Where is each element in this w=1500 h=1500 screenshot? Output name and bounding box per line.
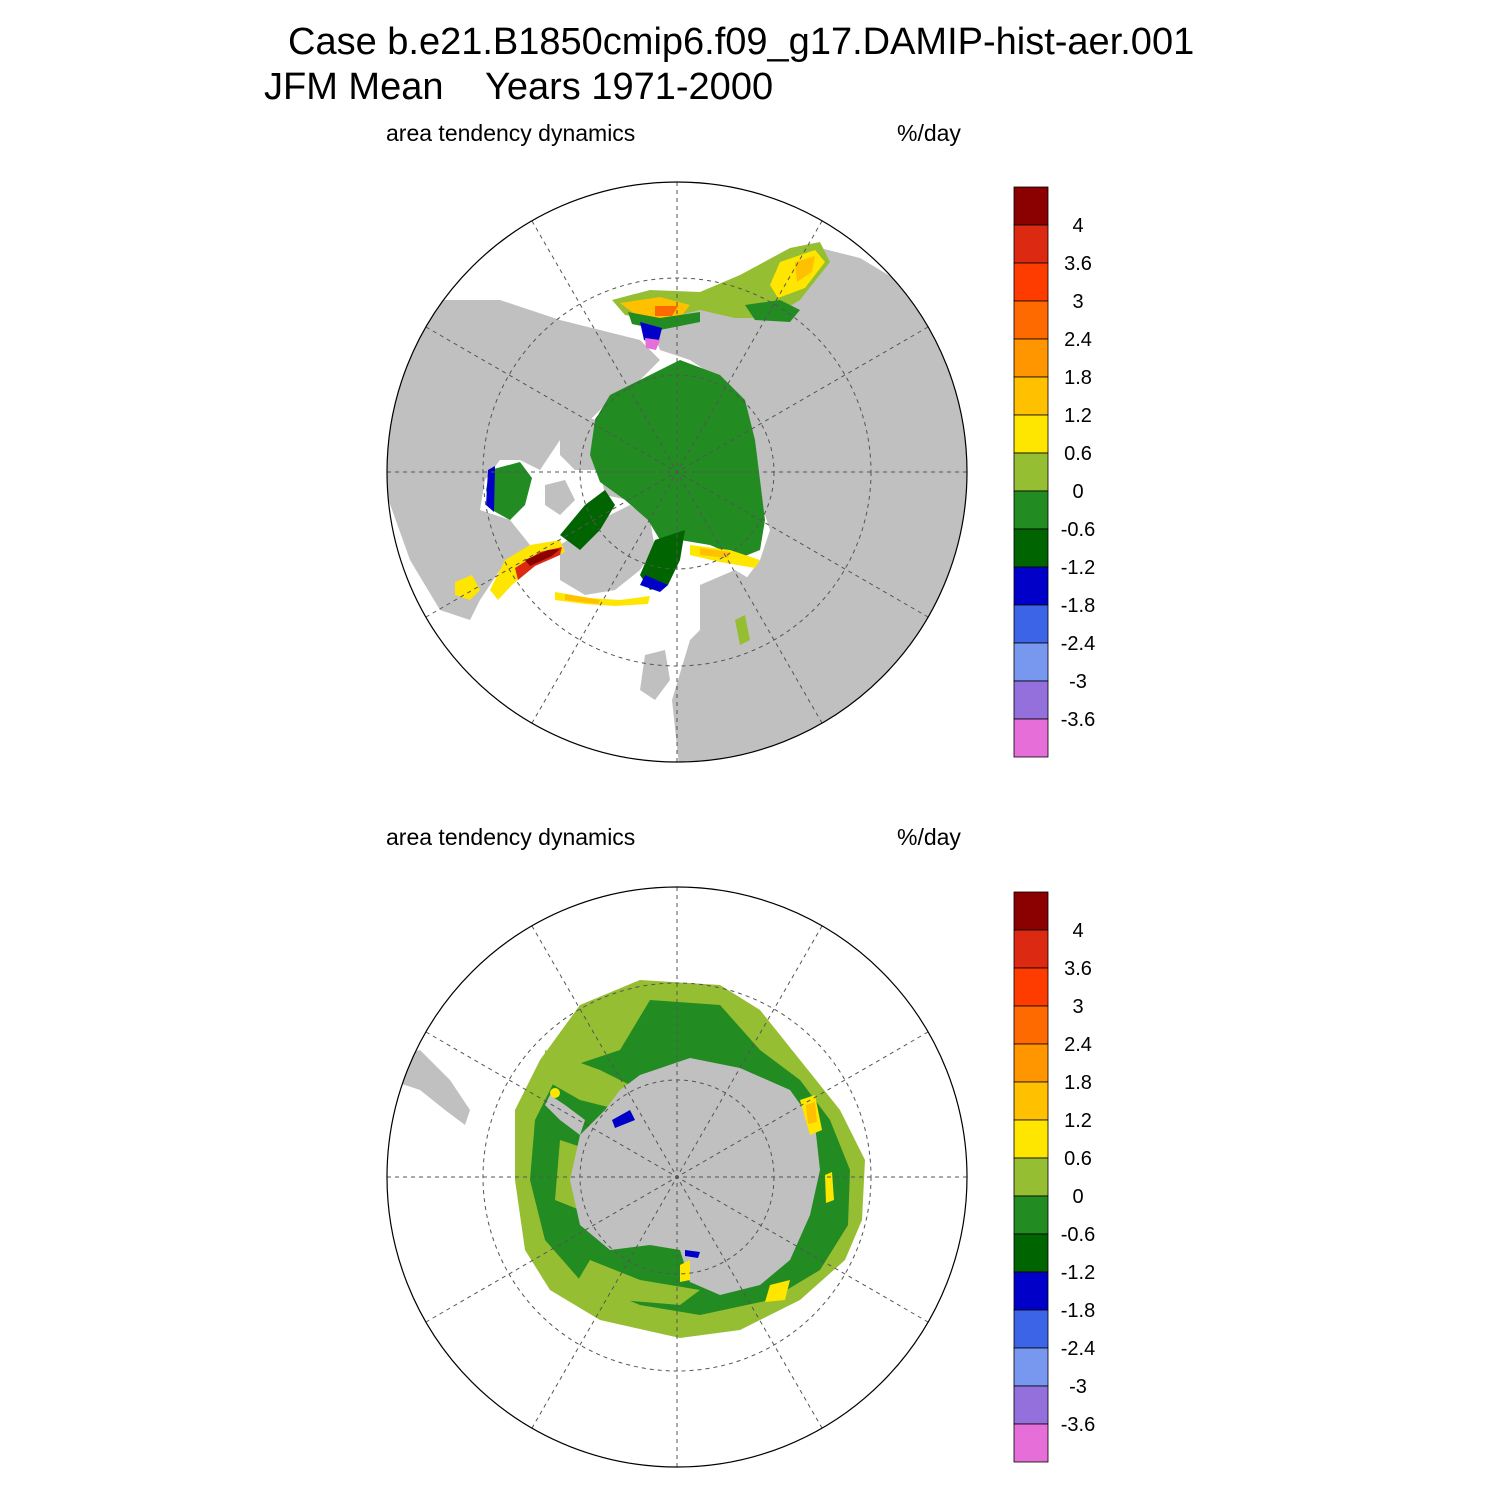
north-colorbar-box [1013,414,1049,454]
south-colorbar-box [1013,1195,1049,1235]
north-colorbar-box [1013,224,1049,264]
north-panel-units-label: %/day [897,120,961,146]
north-colorbar-box [1013,642,1049,682]
south-colorbar-box [1013,1043,1049,1083]
south-graticule [387,887,967,1467]
south-colorbar-tick-label: 0.6 [1064,1148,1092,1170]
north-colorbar-tick-label: -3.6 [1061,709,1095,731]
north-colorbar-box [1013,452,1049,492]
north-colorbar-box [1013,604,1049,644]
south-colorbar-tick-label: 1.2 [1064,1110,1092,1132]
north-ice-greenland-east [640,530,685,590]
north-colorbar-box [1013,262,1049,302]
north-panel-left-label: area tendency dynamics [386,120,636,146]
figure-title-period: JFM Mean Years 1971-2000 [264,66,774,108]
south-polar-map [386,886,968,1468]
south-land-peninsula [545,1095,585,1135]
north-colorbar-box [1013,528,1049,568]
north-colorbar-tick-label: 0.6 [1064,443,1092,465]
north-colorbar-box [1013,300,1049,340]
south-colorbar-box [1013,1385,1049,1425]
north-colorbar-tick-label: -1.8 [1061,595,1095,617]
north-land-greenland [560,505,655,595]
north-colorbar-tick-label: 1.2 [1064,405,1092,427]
south-colorbar-tick-label: -1.2 [1061,1262,1095,1284]
south-colorbar-tick-label: -1.8 [1061,1300,1095,1322]
south-colorbar-box [1013,1233,1049,1273]
south-colorbar-box [1013,929,1049,969]
south-colorbar-box [1013,1271,1049,1311]
north-land-uk [640,650,670,700]
north-colorbar-tick-label: -2.4 [1061,633,1095,655]
south-colorbar-box [1013,1005,1049,1045]
south-colorbar-box [1013,1119,1049,1159]
south-colorbar-box [1013,1081,1049,1121]
north-land-america [387,300,660,620]
south-colorbar-box [1013,1423,1049,1463]
north-graticule [387,182,967,762]
south-colorbar-tick-label: -0.6 [1061,1224,1095,1246]
south-colorbar-box [1013,891,1049,931]
south-colorbar-box [1013,967,1049,1007]
south-colorbar-box [1013,1347,1049,1387]
north-colorbar-tick-label: 2.4 [1064,329,1092,351]
south-colorbar-tick-label: 1.8 [1064,1072,1092,1094]
north-colorbar-tick-label: 3.6 [1064,253,1092,275]
north-colorbar-box [1013,338,1049,378]
north-ice-arctic-pack [590,360,765,558]
south-colorbar-tick-label: -2.4 [1061,1338,1095,1360]
south-panel-left-label: area tendency dynamics [386,824,636,850]
north-colorbar-tick-label: -0.6 [1061,519,1095,541]
north-colorbar: 4 3.6 3 2.4 1.8 1.2 0.6 0 -0.6 -1.2 -1.8 -2.4 -3 -3.6 [1013,186,1095,758]
north-colorbar-tick-label: -3 [1069,671,1087,693]
north-colorbar-box [1013,680,1049,720]
north-colorbar-box [1013,186,1049,226]
north-colorbar-tick-label: 1.8 [1064,367,1092,389]
north-colorbar-tick-label: 4 [1072,215,1083,237]
south-colorbar: 4 3.6 3 2.4 1.8 1.2 0.6 0 -0.6 -1.2 -1.8 -2.4 -3 -3.6 [1013,891,1095,1463]
south-colorbar-tick-label: 3 [1072,996,1083,1018]
south-colorbar-tick-label: -3 [1069,1376,1087,1398]
south-panel-units-label: %/day [897,824,961,850]
north-colorbar-box [1013,376,1049,416]
north-colorbar-tick-label: 3 [1072,291,1083,313]
south-colorbar-tick-label: -3.6 [1061,1414,1095,1436]
south-colorbar-tick-label: 0 [1072,1186,1083,1208]
north-colorbar-tick-label: -1.2 [1061,557,1095,579]
south-colorbar-box [1013,1309,1049,1349]
north-colorbar-box [1013,718,1049,758]
north-colorbar-tick-label: 0 [1072,481,1083,503]
north-colorbar-box [1013,490,1049,530]
figure-title-case: Case b.e21.B1850cmip6.f09_g17.DAMIP-hist… [288,21,1195,63]
south-colorbar-box [1013,1157,1049,1197]
south-colorbar-tick-label: 4 [1072,920,1083,942]
south-colorbar-tick-label: 2.4 [1064,1034,1092,1056]
north-ice-hudson [486,462,532,520]
north-colorbar-box [1013,566,1049,606]
north-polar-map [386,181,968,763]
south-colorbar-tick-label: 3.6 [1064,958,1092,980]
north-ice-baffin [560,490,615,550]
